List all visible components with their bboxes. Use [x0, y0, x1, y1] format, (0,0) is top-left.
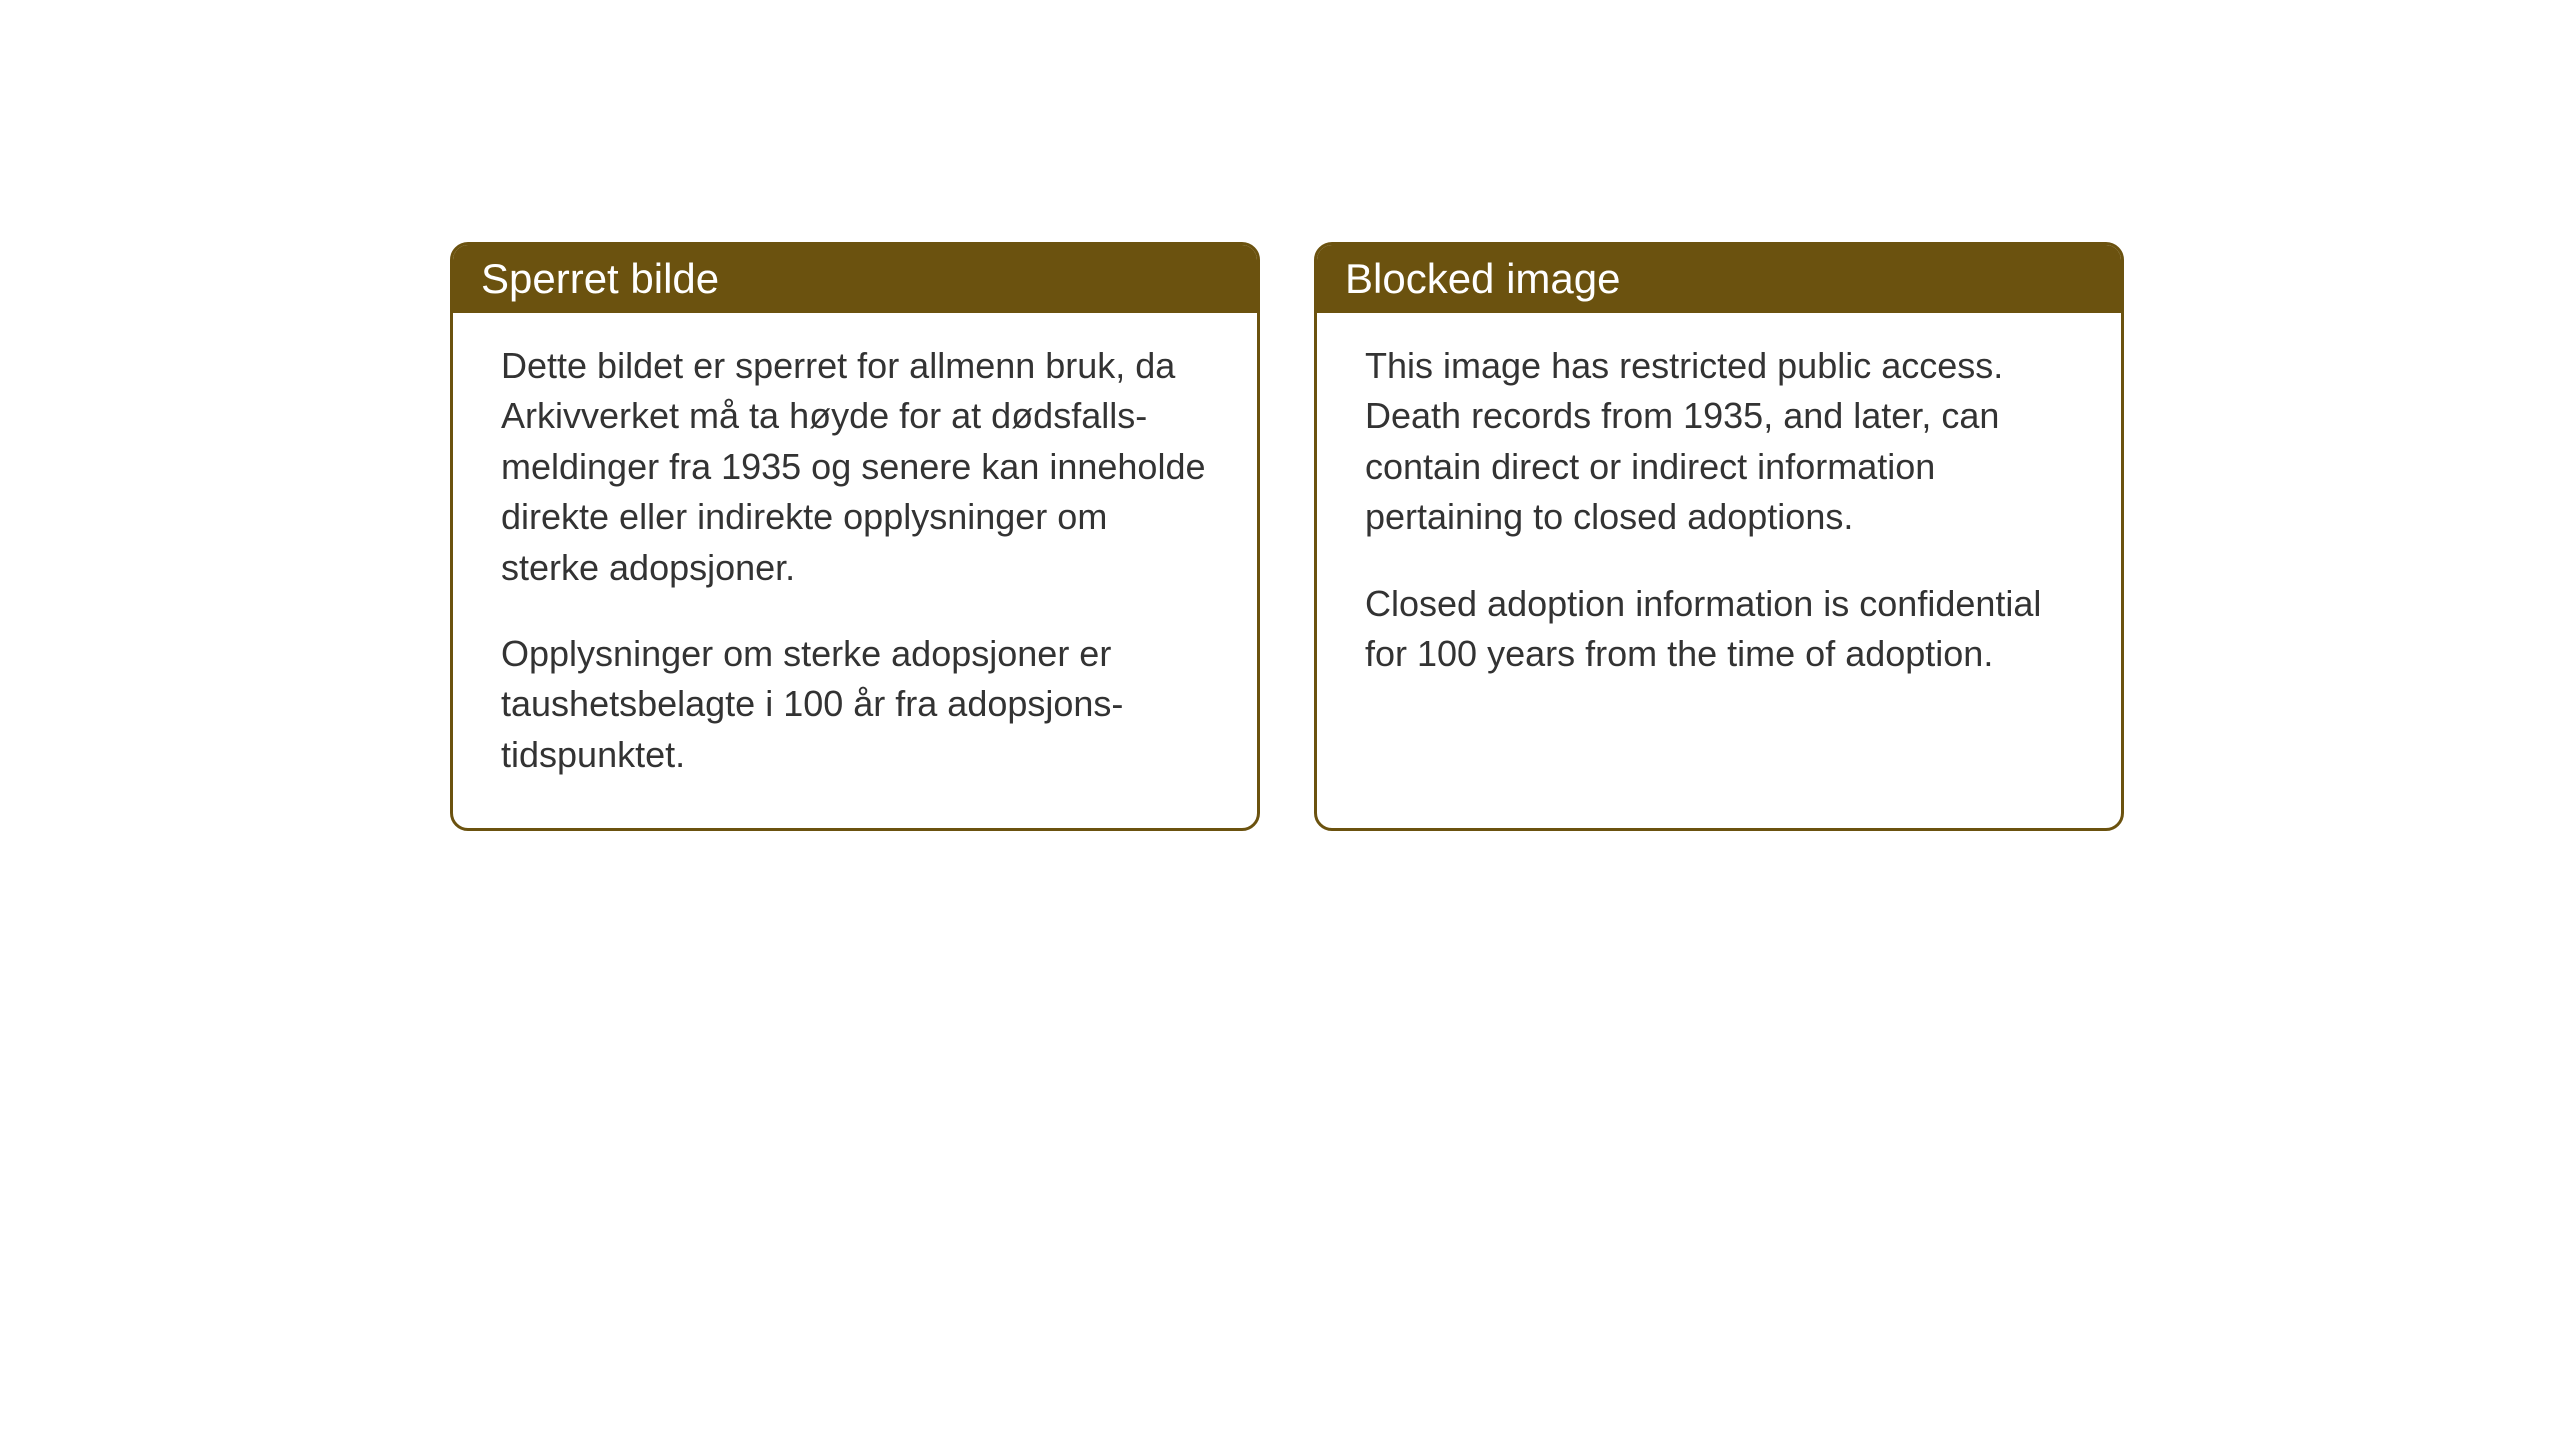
card-body-english: This image has restricted public access.… — [1317, 313, 2121, 727]
card-title-norwegian: Sperret bilde — [481, 255, 719, 302]
card-header-norwegian: Sperret bilde — [453, 245, 1257, 313]
card-body-norwegian: Dette bildet er sperret for allmenn bruk… — [453, 313, 1257, 828]
card-header-english: Blocked image — [1317, 245, 2121, 313]
blocked-image-card-english: Blocked image This image has restricted … — [1314, 242, 2124, 831]
card-paragraph-2-norwegian: Opplysninger om sterke adopsjoner er tau… — [501, 629, 1209, 780]
card-paragraph-1-norwegian: Dette bildet er sperret for allmenn bruk… — [501, 341, 1209, 593]
cards-container: Sperret bilde Dette bildet er sperret fo… — [0, 0, 2560, 831]
card-paragraph-2-english: Closed adoption information is confident… — [1365, 579, 2073, 680]
blocked-image-card-norwegian: Sperret bilde Dette bildet er sperret fo… — [450, 242, 1260, 831]
card-paragraph-1-english: This image has restricted public access.… — [1365, 341, 2073, 543]
card-title-english: Blocked image — [1345, 255, 1620, 302]
